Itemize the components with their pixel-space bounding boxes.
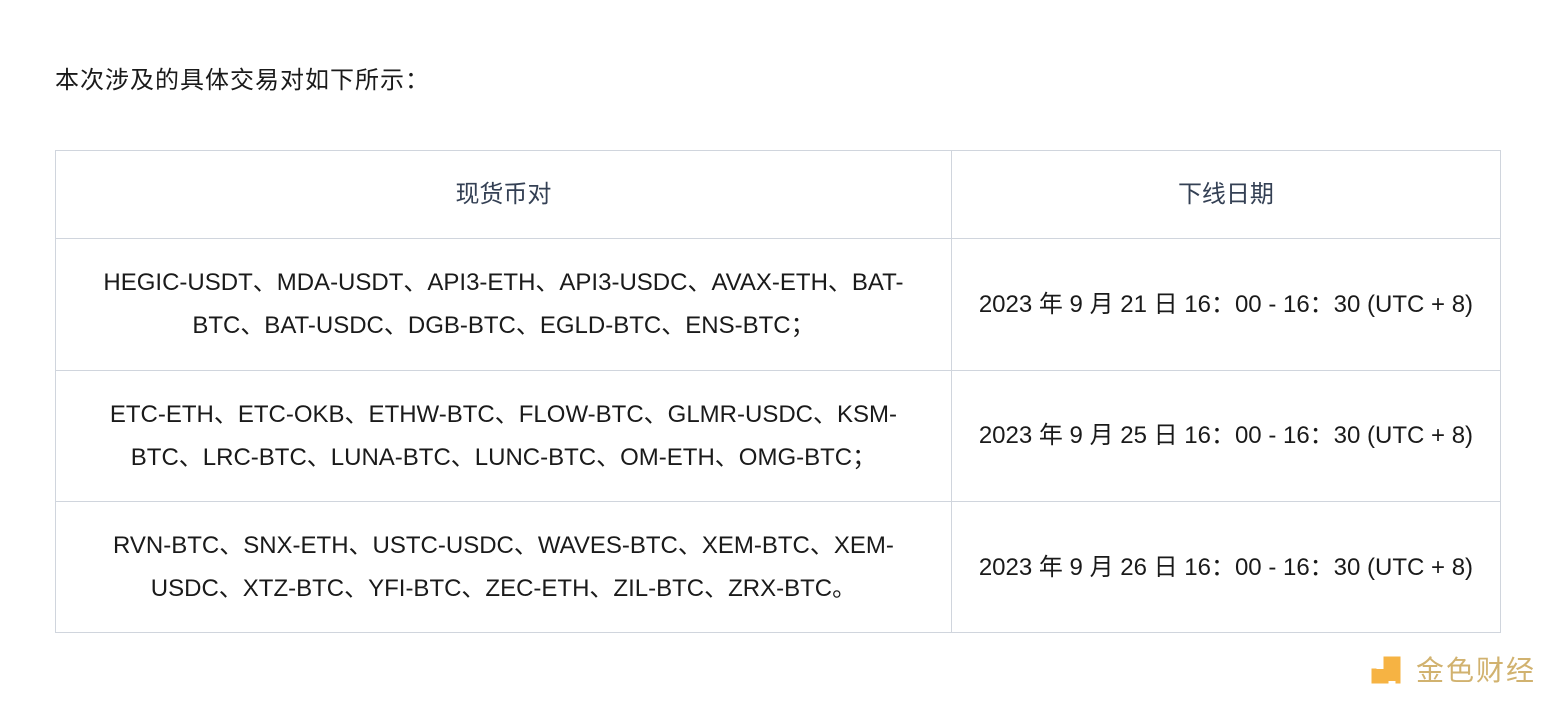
cell-date: 2023 年 9 月 26 日 16：00 - 16：30 (UTC + 8) (951, 501, 1500, 632)
watermark: 金色财经 (1368, 649, 1536, 689)
header-pairs: 现货币对 (56, 151, 952, 239)
cell-pairs: HEGIC-USDT、MDA-USDT、API3-ETH、API3-USDC、A… (56, 239, 952, 370)
table-header-row: 现货币对 下线日期 (56, 151, 1501, 239)
cell-pairs: ETC-ETH、ETC-OKB、ETHW-BTC、FLOW-BTC、GLMR-U… (56, 370, 952, 501)
cell-date: 2023 年 9 月 25 日 16：00 - 16：30 (UTC + 8) (951, 370, 1500, 501)
watermark-icon (1368, 649, 1408, 689)
table-row: RVN-BTC、SNX-ETH、USTC-USDC、WAVES-BTC、XEM-… (56, 501, 1501, 632)
header-date: 下线日期 (951, 151, 1500, 239)
delisting-table: 现货币对 下线日期 HEGIC-USDT、MDA-USDT、API3-ETH、A… (55, 150, 1501, 633)
intro-paragraph: 本次涉及的具体交易对如下所示： (55, 60, 1501, 95)
cell-pairs: RVN-BTC、SNX-ETH、USTC-USDC、WAVES-BTC、XEM-… (56, 501, 952, 632)
watermark-text: 金色财经 (1416, 649, 1536, 689)
table-row: ETC-ETH、ETC-OKB、ETHW-BTC、FLOW-BTC、GLMR-U… (56, 370, 1501, 501)
table-row: HEGIC-USDT、MDA-USDT、API3-ETH、API3-USDC、A… (56, 239, 1501, 370)
cell-date: 2023 年 9 月 21 日 16：00 - 16：30 (UTC + 8) (951, 239, 1500, 370)
